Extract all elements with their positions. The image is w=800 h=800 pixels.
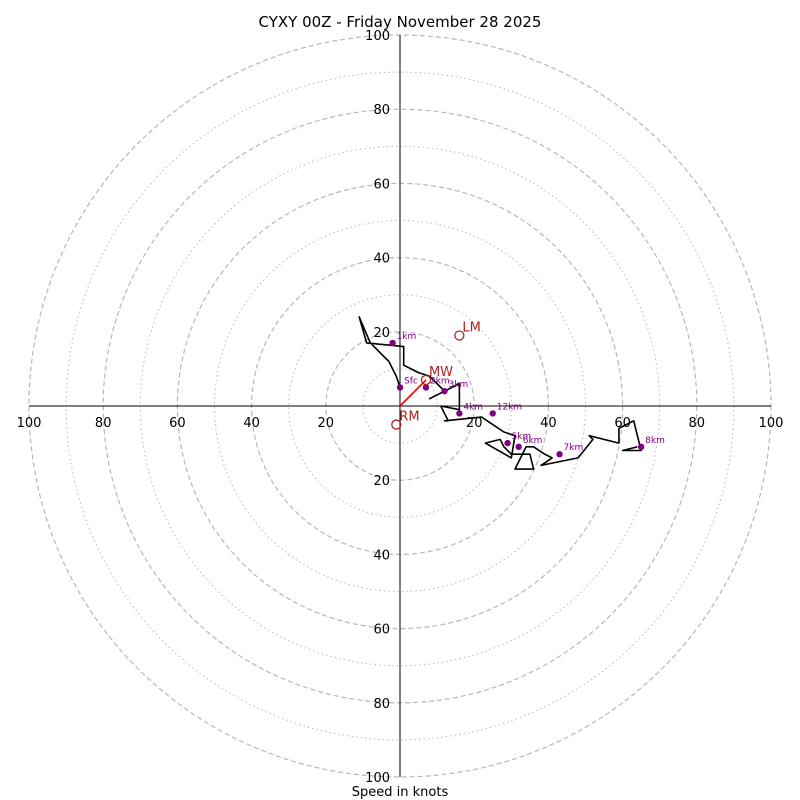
tick-label-left: 60 xyxy=(169,416,186,431)
storm-motion-label: RM xyxy=(399,410,419,425)
height-marker-dot xyxy=(389,339,396,347)
height-marker-dot xyxy=(422,384,430,391)
storm-motion-label: LM xyxy=(462,321,480,336)
storm-motion-marker xyxy=(391,419,402,430)
height-marker-label: 6km xyxy=(523,436,543,446)
height-marker-dot xyxy=(515,443,522,451)
tick-label-up: 20 xyxy=(373,326,390,341)
tick-label-down: 80 xyxy=(373,697,390,712)
tick-label-left: 100 xyxy=(17,416,42,431)
storm-motion-marker xyxy=(454,330,465,341)
chart-title: CYXY 00Z - Friday November 28 2025 xyxy=(259,13,542,31)
x-axis-label: Speed in knots xyxy=(352,785,449,800)
tick-label-up: 100 xyxy=(365,29,390,44)
height-marker-label: 3km xyxy=(449,380,469,390)
height-marker-label: 1km xyxy=(397,332,417,342)
height-marker-dot xyxy=(441,387,448,395)
height-marker-dot xyxy=(456,410,463,417)
storm-motion-label: MW xyxy=(429,365,453,380)
tick-label-down: 100 xyxy=(365,771,390,786)
tick-label-right: 80 xyxy=(689,416,706,431)
storm-motion-marker xyxy=(420,374,432,386)
tick-label-up: 40 xyxy=(373,252,390,267)
tick-labels: 100 80 60 40 20 20 40 60 80 100 20 40 60 80 100 20 40 60 8… xyxy=(17,29,784,786)
height-marker-dot xyxy=(637,443,645,451)
height-marker-label: 2km xyxy=(430,376,450,386)
height-marker-label: 8km xyxy=(645,436,665,446)
tick-label-right: 60 xyxy=(614,416,631,431)
tick-label-down: 60 xyxy=(373,623,390,638)
hodograph-trace xyxy=(358,316,642,470)
height-marker-label: 5km xyxy=(512,432,532,442)
height-marker-dot xyxy=(556,451,563,458)
tick-label-down: 20 xyxy=(373,474,390,489)
tick-label-left: 40 xyxy=(243,416,260,431)
height-marker-label: 12km xyxy=(497,402,522,412)
tick-label-down: 40 xyxy=(373,548,390,563)
height-marker-dot xyxy=(396,384,404,391)
mean-wind-vector xyxy=(399,379,427,407)
tick-label-right: 100 xyxy=(759,416,784,431)
storm-motions: LM MW RM xyxy=(391,321,481,430)
tick-label-right: 40 xyxy=(540,416,557,431)
tick-label-up: 60 xyxy=(373,177,390,192)
tick-label-left: 20 xyxy=(318,416,335,431)
height-marker-label: 4km xyxy=(463,402,483,412)
tick-label-right: 20 xyxy=(466,416,483,431)
hodograph-line xyxy=(358,316,642,470)
height-marker-label: 7km xyxy=(564,443,584,453)
tick-label-left: 80 xyxy=(95,416,112,431)
height-marker-dot xyxy=(489,410,496,417)
tick-label-up: 80 xyxy=(373,103,390,118)
height-marker-label: Sfc xyxy=(404,376,418,386)
height-marker-dot xyxy=(504,439,511,447)
